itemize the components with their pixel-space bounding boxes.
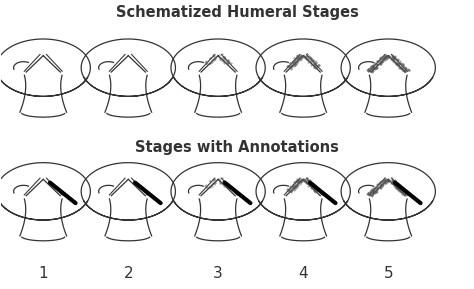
Text: Schematized Humeral Stages: Schematized Humeral Stages	[116, 5, 358, 20]
Text: 4: 4	[298, 266, 308, 281]
Text: 5: 5	[383, 266, 393, 281]
Text: 1: 1	[38, 266, 48, 281]
Text: 3: 3	[213, 266, 223, 281]
Text: 2: 2	[124, 266, 133, 281]
Text: Stages with Annotations: Stages with Annotations	[135, 140, 339, 155]
